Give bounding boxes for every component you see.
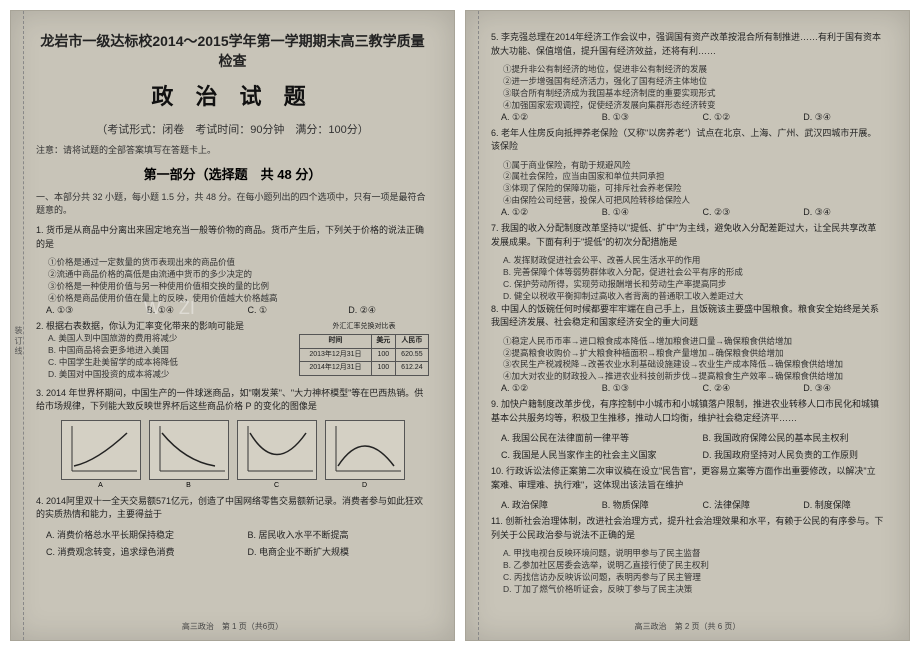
exchange-rate-table: 时间 美元 人民币 2013年12月31日 100 620.55 2014年12… — [299, 334, 429, 376]
q6-opt3: ③体现了保险的保障功能，可排斥社会养老保险 — [491, 183, 884, 195]
q1-choice-a: A. ①③ — [46, 305, 127, 316]
q9-row1: A. 我国公民在法律面前一律平等 B. 我国政府保障公民的基本民主权利 — [491, 431, 884, 444]
exam-info: （考试形式：闭卷 考试时间：90分钟 满分：100分） — [36, 121, 429, 137]
question-5-stem: 5. 李克强总理在2014年经济工作会议中，强调国有资产改革按混合所有制推进……… — [491, 31, 884, 58]
q8-choices: A. ①② B. ①③ C. ②④ D. ③④ — [491, 383, 884, 394]
table-caption: 外汇汇率兑换对比表 — [299, 322, 429, 333]
question-10-stem: 10. 行政诉讼法修正案第二次审议稿在设立"民告官"，更容易立案等方面作出重要修… — [491, 465, 884, 492]
q8-opt3: ③农民生产税减税降→改善农业水利基础设施建设→农业生产成本降低→确保粮食供给增加 — [491, 359, 884, 371]
exam-page-2: 5. 李克强总理在2014年经济工作会议中，强调国有资产改革按混合所有制推进……… — [465, 10, 910, 641]
chart-option-a: A — [61, 420, 141, 489]
chart-options-row: A B C — [36, 420, 429, 489]
chart-option-c: C — [237, 420, 317, 489]
q7-opt-b: B. 完善保障个体等弱势群体收入分配，促进社会公平有序的形成 — [491, 267, 884, 279]
q5-opt2: ②进一步增强国有经济活力，强化了国有经济主体地位 — [491, 76, 884, 88]
chart-d-svg — [326, 421, 406, 481]
q9-row2: C. 我国是人民当家作主的社会主义国家 D. 我国政府坚持对人民负责的工作原则 — [491, 448, 884, 461]
binding-line-text: 装 订 线 — [13, 326, 24, 354]
q1-choice-d: D. ②④ — [348, 305, 429, 316]
q7-opt-d: D. 健全以税收平衡抑制过高收入者背离的普通职工收入差距过大 — [491, 291, 884, 303]
exam-page-1: 装 订 线 W ZI 龙岩市一级达标校2014～2015学年第一学期期末高三教学… — [10, 10, 455, 641]
exchange-rate-table-box: 外汇汇率兑换对比表 时间 美元 人民币 2013年12月31日 100 620.… — [299, 322, 429, 376]
chart-a-box — [61, 420, 141, 480]
chart-c-label: C — [237, 482, 317, 489]
q1-choice-b: B. ①④ — [147, 305, 228, 316]
question-2: 外汇汇率兑换对比表 时间 美元 人民币 2013年12月31日 100 620.… — [36, 320, 429, 381]
chart-c-svg — [238, 421, 318, 481]
q7-opt-c: C. 保护劳动所得，实现劳动报酬增长和劳动生产率提高同步 — [491, 279, 884, 291]
q11-opt-c: C. 丙找信访办反映诉讼问题，表明丙参与了民主管理 — [491, 572, 884, 584]
q11-opt-b: B. 乙参加社区居委会选举，说明乙直接行使了民主权利 — [491, 560, 884, 572]
q6-choices: A. ①② B. ①④ C. ②③ D. ③④ — [491, 207, 884, 218]
q5-opt3: ③联合所有制经济成为我国基本经济制度的重要实现形式 — [491, 88, 884, 100]
q11-opt-d: D. 丁加了燃气价格听证会，反映丁参与了民主决策 — [491, 584, 884, 596]
q4-opt-a: A. 消费价格总水平长期保持稳定 — [46, 528, 228, 541]
q1-opt4: ④价格是商品使用价值在量上的反映，使用价值越大价格越高 — [36, 293, 429, 305]
chart-option-d: D — [325, 420, 405, 489]
chart-b-svg — [150, 421, 230, 481]
exam-header: 龙岩市一级达标校2014～2015学年第一学期期末高三教学质量检查 — [36, 31, 429, 71]
exam-note: 注意：请将试题的全部答案填写在答题卡上。 — [36, 143, 429, 156]
q5-opt1: ①提升非公有制经济的地位，促进非公有制经济的发展 — [491, 64, 884, 76]
question-9-stem: 9. 加快户籍制度改革步伐，有序控制中小城市和小城镇落户限制，推进农业转移人口市… — [491, 398, 884, 425]
q4-opt-c: C. 消费观念转变，追求绿色消费 — [46, 545, 228, 558]
chart-b-box — [149, 420, 229, 480]
chart-c-box — [237, 420, 317, 480]
part-header: 第一部分（选择题 共 48 分） — [36, 164, 429, 183]
q11-opt-a: A. 甲找电视台反映环境问题，说明甲参与了民主监督 — [491, 548, 884, 560]
subject-title: 政 治 试 题 — [36, 79, 429, 111]
q1-opt2: ②流通中商品价格的高低是由流通中货币的多少决定的 — [36, 269, 429, 281]
chart-d-box — [325, 420, 405, 480]
question-8-stem: 8. 中国人的饭碗任何时候都要牢牢端在自己手上，且饭碗该主要盛中国粮食。粮食安全… — [491, 303, 884, 330]
q8-opt1: ①稳定人民币币率→进口粮食成本降低→增加粮食进口量→确保粮食供给增加 — [491, 336, 884, 348]
chart-option-b: B — [149, 420, 229, 489]
q5-opt4: ④加强国家宏观调控，促使经济发展向集群形态经济转变 — [491, 100, 884, 112]
q1-opt3: ③价格是一种使用价值与另一种使用价值相交换的量的比例 — [36, 281, 429, 293]
q4-row1: A. 消费价格总水平长期保持稳定 B. 居民收入水平不断提高 — [36, 528, 429, 541]
question-6-stem: 6. 老年人住房反向抵押养老保险（又称"以房养老"）试点在北京、上海、广州、武汉… — [491, 127, 884, 154]
question-3-stem: 3. 2014 年世界杯期间，中国生产的一件球迷商品，如"喇发莱"、"大力神杯模… — [36, 387, 429, 414]
th-time: 时间 — [300, 335, 372, 349]
table-header-row: 时间 美元 人民币 — [300, 335, 429, 349]
q8-opt4: ④加大对农业的财政投入→推进农业科技创新步伐→提高粮食生产效率→确保粮食供给增加 — [491, 371, 884, 383]
chart-a-svg — [62, 421, 142, 481]
q5-choices: A. ①② B. ①③ C. ①② D. ③④ — [491, 112, 884, 123]
question-11-stem: 11. 创新社会治理体制，改进社会治理方式，提升社会治理效果和水平，有赖于公民的… — [491, 515, 884, 542]
q4-row2: C. 消费观念转变，追求绿色消费 D. 电商企业不断扩大规模 — [36, 545, 429, 558]
table-row: 2014年12月31日 100 612.24 — [300, 362, 429, 376]
q1-opt1: ①价格是通过一定数量的货币表现出来的商品价值 — [36, 257, 429, 269]
q1-choice-c: C. ① — [248, 305, 329, 316]
q2-stem: 2. 根据右表数据，你认为汇率变化带来的影响可能是 — [36, 321, 244, 331]
chart-b-label: B — [149, 482, 229, 489]
q7-opt-a: A. 发挥财政促进社会公平、改善人民生活水平的作用 — [491, 255, 884, 267]
question-1-stem: 1. 货币是从商品中分离出来固定地充当一般等价物的商品。货币产生后，下列关于价格… — [36, 224, 429, 251]
question-7-stem: 7. 我国的收入分配制度改革坚持以"提低、扩中"为主线，避免收入分配差距过大，让… — [491, 222, 884, 249]
question-4-stem: 4. 2014阿里双十一全天交易额571亿元，创造了中国网络零售交易额新记录。消… — [36, 495, 429, 522]
th-rmb: 人民币 — [395, 335, 428, 349]
q10-choices: A. 政治保障 B. 物质保障 C. 法律保障 D. 制度保障 — [491, 498, 884, 511]
q1-choices: A. ①③ B. ①④ C. ① D. ②④ — [36, 305, 429, 316]
section-instruction: 一、本部分共 32 小题，每小题 1.5 分，共 48 分。在每小题列出的四个选… — [36, 191, 429, 216]
q6-opt1: ①属于商业保险，有助于规避风险 — [491, 160, 884, 172]
page1-footer: 高三政治 第 1 页（共6页） — [11, 621, 454, 632]
q6-opt4: ④由保险公司经营，投保人可把风险转移给保险人 — [491, 195, 884, 207]
q6-opt2: ②属社会保险，应当由国家和单位共同承担 — [491, 171, 884, 183]
chart-a-label: A — [61, 482, 141, 489]
q4-opt-d: D. 电商企业不断扩大规模 — [248, 545, 430, 558]
table-row: 2013年12月31日 100 620.55 — [300, 348, 429, 362]
th-usd: 美元 — [371, 335, 395, 349]
q4-opt-b: B. 居民收入水平不断提高 — [248, 528, 430, 541]
chart-d-label: D — [325, 482, 405, 489]
page2-footer: 高三政治 第 2 页（共 6 页） — [466, 621, 909, 632]
q8-opt2: ②提高粮食收购价→扩大粮食种植面积→粮食产量增加→确保粮食供给增加 — [491, 348, 884, 360]
